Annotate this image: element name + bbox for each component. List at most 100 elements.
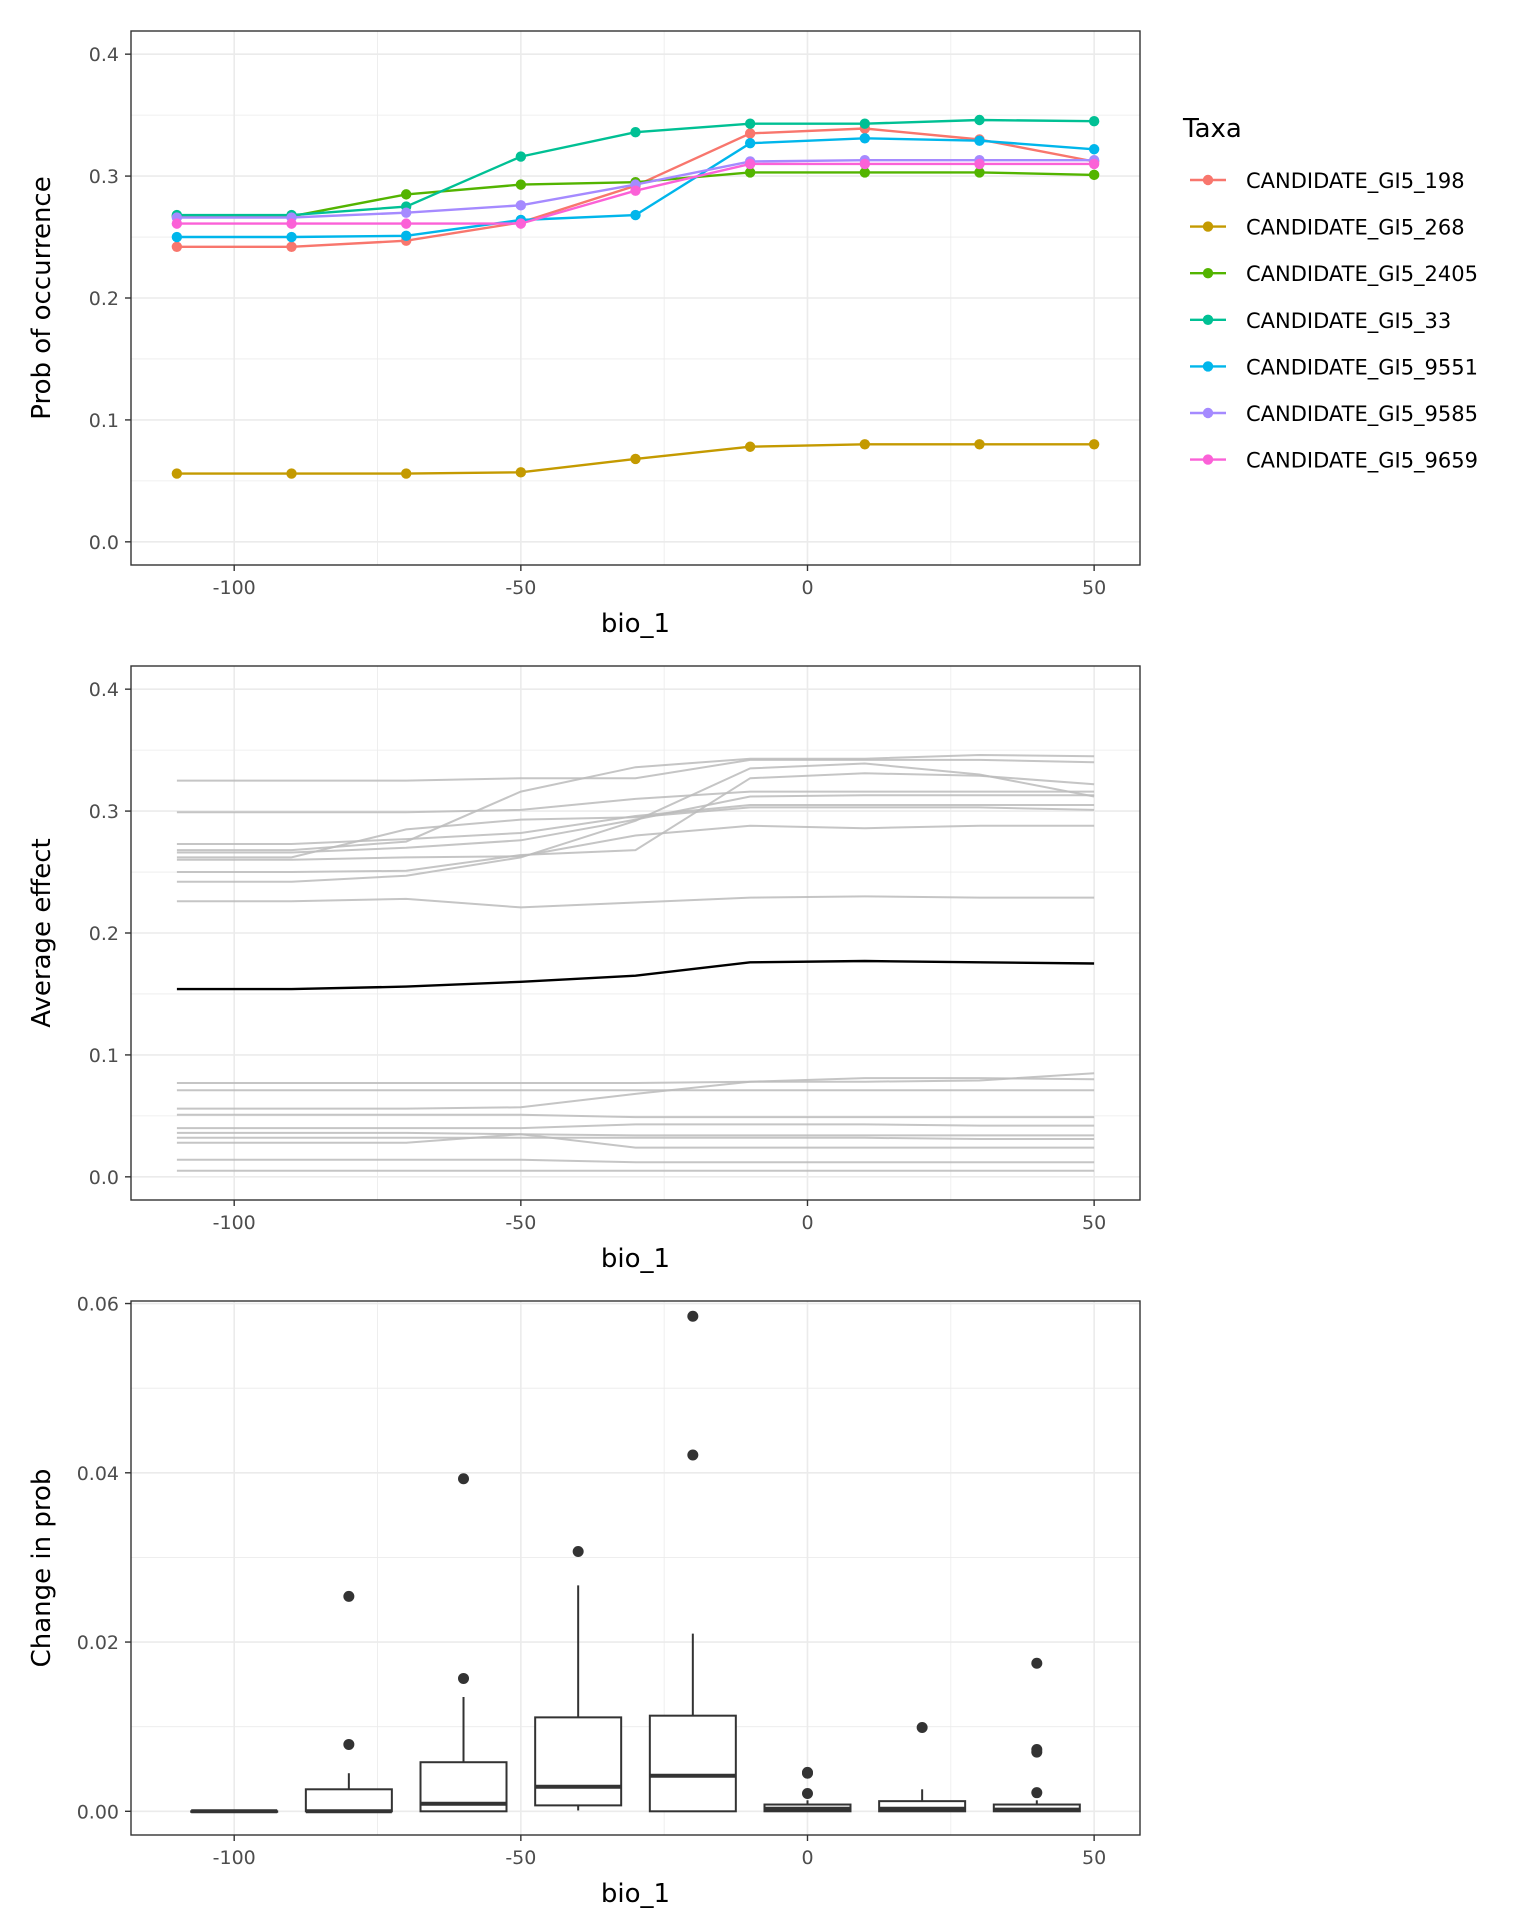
- data-point: [630, 453, 641, 465]
- data-point: [1088, 116, 1100, 127]
- data-point: [171, 218, 183, 229]
- box-2: [304, 1590, 393, 1814]
- series-line-1: [176, 758, 1095, 782]
- box-4: [534, 1545, 623, 1811]
- data-point: [974, 167, 985, 178]
- y-tick-label: 0.4: [89, 679, 119, 701]
- outlier-point: [801, 1788, 813, 1800]
- legend-label: CANDIDATE_GI5_33: [1246, 309, 1451, 334]
- data-point: [1088, 144, 1100, 155]
- data-point: [400, 189, 412, 200]
- legend-key-point: [1202, 314, 1214, 325]
- series-line-13: [176, 1072, 1095, 1110]
- series-line-4: [176, 804, 1095, 845]
- x-axis-title: bio_1: [601, 1244, 670, 1274]
- data-point: [515, 179, 527, 190]
- x-axis-title: bio_1: [601, 1879, 670, 1909]
- box-3: [419, 1473, 508, 1813]
- data-point: [1088, 439, 1100, 450]
- legend-key-point: [1202, 361, 1214, 372]
- y-tick-label: 0.2: [89, 288, 119, 310]
- data-point: [1088, 158, 1100, 170]
- x-tick-label: 0: [801, 1212, 813, 1234]
- y-tick-label: 0.04: [77, 1463, 119, 1485]
- legend-label: CANDIDATE_GI5_9585: [1246, 402, 1478, 427]
- y-axis-title: Prob of occurrence: [27, 176, 57, 419]
- panel-2: -100 -50 0 50 0.0 0.1 0.2 0.3 0.4 bio_1 Average ef…: [27, 665, 1141, 1274]
- y-tick-label: 0.4: [89, 44, 119, 66]
- legend-label: CANDIDATE_GI5_9551: [1246, 355, 1478, 380]
- y-tick-label: 0.0: [89, 532, 119, 554]
- box-1: [190, 1809, 279, 1814]
- box-body: [648, 1714, 737, 1813]
- series-line-3: [176, 790, 1095, 814]
- legend-label: CANDIDATE_GI5_9659: [1246, 449, 1478, 474]
- legend-key-point: [1202, 454, 1214, 465]
- box-body: [304, 1788, 393, 1813]
- box-5: [648, 1310, 737, 1813]
- data-point: [400, 230, 412, 242]
- data-point: [859, 439, 871, 450]
- data-point: [286, 218, 297, 229]
- data-point: [630, 209, 641, 221]
- series-line-10: [176, 895, 1095, 909]
- x-tick-label: -50: [505, 577, 536, 599]
- y-tick-label: 0.3: [89, 166, 119, 188]
- x-axis-title: bio_1: [601, 609, 670, 639]
- data-point: [286, 231, 297, 243]
- data-point: [1088, 169, 1100, 181]
- data-point: [744, 128, 756, 139]
- data-point: [171, 468, 183, 479]
- outlier-point: [343, 1590, 355, 1602]
- series-line-17: [176, 1136, 1095, 1140]
- data-point: [974, 439, 985, 450]
- series-line-16: [176, 1131, 1095, 1137]
- x-tick-label: -100: [213, 1212, 256, 1234]
- outlier-point: [801, 1766, 813, 1778]
- y-tick-label: 0.2: [89, 923, 119, 945]
- series-line-11: [176, 1077, 1095, 1084]
- data-point: [515, 467, 527, 478]
- x-tick-label: -50: [505, 1212, 536, 1234]
- y-tick-label: 0.1: [89, 410, 119, 432]
- outlier-point: [1031, 1657, 1043, 1669]
- x-tick-label: 50: [1082, 577, 1106, 599]
- data-point: [744, 158, 756, 170]
- outlier-point: [687, 1310, 699, 1322]
- y-axis-title: Change in prob: [27, 1469, 57, 1668]
- legend-label: CANDIDATE_GI5_198: [1246, 169, 1465, 194]
- outlier-point: [916, 1722, 928, 1734]
- outlier-point: [687, 1449, 699, 1461]
- y-tick-label: 0.0: [89, 1167, 119, 1189]
- legend-key-point: [1202, 407, 1214, 419]
- data-point: [286, 241, 297, 252]
- outlier-point: [1031, 1744, 1043, 1756]
- y-tick-label: 0.00: [77, 1801, 119, 1823]
- x-tick-label: -100: [213, 1847, 256, 1869]
- x-tick-label: -50: [505, 1847, 536, 1869]
- outlier-point: [1031, 1787, 1043, 1799]
- legend-title: Taxa: [1182, 114, 1242, 144]
- series-line-19: [176, 1158, 1095, 1164]
- data-point: [744, 441, 756, 452]
- box-body: [534, 1716, 623, 1807]
- data-point: [859, 118, 871, 129]
- series-line-18: [176, 1133, 1095, 1149]
- legend-key-point: [1202, 268, 1214, 279]
- data-point: [515, 151, 527, 162]
- data-point: [859, 167, 871, 178]
- outlier-point: [572, 1545, 584, 1557]
- x-tick-label: 50: [1082, 1212, 1106, 1234]
- x-tick-label: 0: [801, 577, 813, 599]
- series-line-15: [176, 1123, 1095, 1130]
- data-point: [630, 185, 641, 196]
- data-point: [974, 114, 985, 126]
- data-point: [974, 135, 985, 146]
- box-6: [763, 1766, 852, 1813]
- legend-label: CANDIDATE_GI5_2405: [1246, 262, 1478, 287]
- data-point: [974, 158, 985, 170]
- x-tick-label: -100: [213, 577, 256, 599]
- y-tick-label: 0.02: [77, 1632, 119, 1654]
